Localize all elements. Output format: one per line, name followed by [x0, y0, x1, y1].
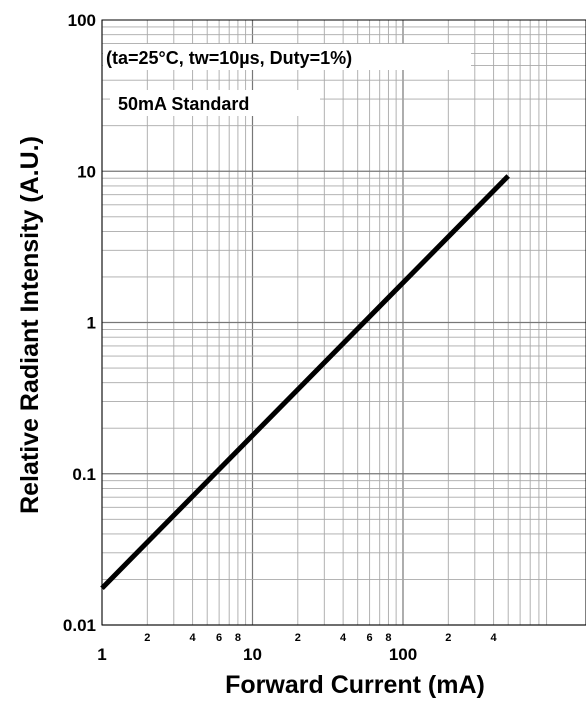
y-tick-label: 100 — [68, 11, 96, 30]
series-line — [100, 174, 510, 590]
y-tick-label: 0.01 — [63, 616, 96, 635]
x-axis-title: Forward Current (mA) — [225, 671, 485, 699]
annotation-standard: 50mA Standard — [118, 94, 249, 114]
x-tick-label-minor: 8 — [235, 632, 241, 644]
x-tick-label-minor: 4 — [491, 632, 498, 644]
y-tick-label: 10 — [77, 162, 96, 181]
x-tick-label-minor: 2 — [144, 632, 150, 644]
annotation-standard-box — [110, 90, 320, 116]
series-group — [100, 174, 510, 590]
x-tick-label-minor: 6 — [216, 632, 222, 644]
y-tick-label: 0.1 — [72, 465, 96, 484]
x-tick-label-major: 10 — [243, 645, 262, 664]
annotation-conditions: (ta=25°C, tw=10µs, Duty=1%) — [106, 48, 352, 68]
x-tick-label-minor: 4 — [190, 632, 197, 644]
x-tick-label-major: 1 — [97, 645, 106, 664]
x-tick-label-minor: 4 — [340, 632, 347, 644]
x-tick-label-major: 100 — [389, 645, 417, 664]
x-tick-label-minor: 8 — [385, 632, 391, 644]
y-tick-label: 1 — [87, 314, 96, 333]
annotation-conditions-box — [103, 44, 471, 70]
y-tick-labels: 0.01 0.1 1 10 100 — [63, 11, 96, 635]
x-tick-label-minor: 2 — [295, 632, 301, 644]
y-axis-title: Relative Radiant Intensity (A.U.) — [16, 136, 44, 514]
plot-frame — [101, 19, 586, 626]
x-tick-label-minor: 2 — [445, 632, 451, 644]
grid — [101, 20, 586, 626]
x-tick-label-minor: 6 — [367, 632, 373, 644]
